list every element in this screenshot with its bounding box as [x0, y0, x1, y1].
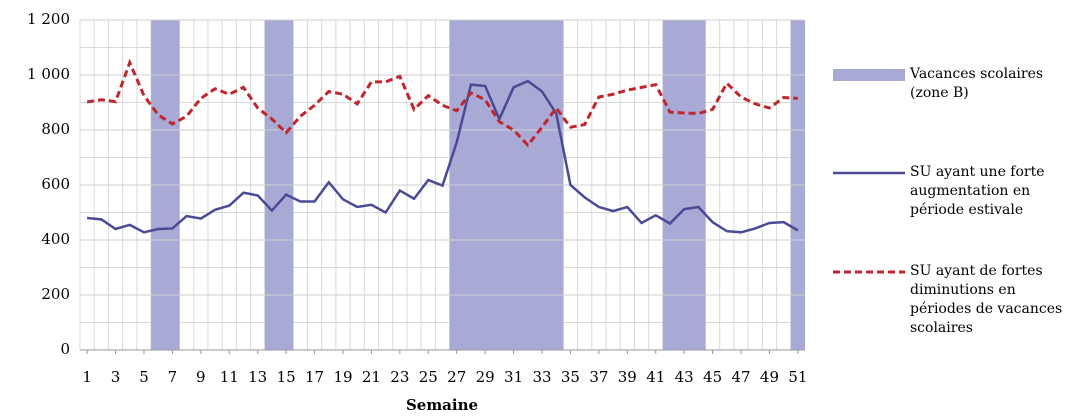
- legend-label: SU ayant de fortes diminutions en périod…: [910, 263, 1063, 336]
- x-tick-label: 17: [305, 368, 324, 386]
- y-tick-label: 1 200: [27, 10, 70, 28]
- x-tick-label: 5: [139, 368, 149, 386]
- y-tick-label: 1 000: [27, 65, 70, 83]
- x-tick-label: 27: [447, 368, 466, 386]
- x-tick-label: 3: [111, 368, 121, 386]
- x-tick-label: 29: [476, 368, 495, 386]
- x-tick-label: 13: [248, 368, 267, 386]
- x-tick-label: 9: [196, 368, 206, 386]
- legend-label: Vacances scolaires (zone B): [910, 66, 1044, 101]
- x-tick-label: 21: [362, 368, 381, 386]
- legend-label: SU ayant une forte augmentation en pério…: [910, 164, 1045, 218]
- x-tick-label: 1: [82, 368, 92, 386]
- x-tick-label: 33: [532, 368, 551, 386]
- x-tick-label: 7: [168, 368, 178, 386]
- x-tick-label: 35: [561, 368, 580, 386]
- x-tick-label: 25: [419, 368, 438, 386]
- x-axis-title: Semaine: [406, 396, 478, 414]
- x-tick-label: 31: [504, 368, 523, 386]
- x-tick-label: 37: [589, 368, 608, 386]
- y-tick-label: 400: [41, 230, 70, 248]
- x-tick-label: 45: [703, 368, 722, 386]
- y-tick-label: 800: [41, 120, 70, 138]
- x-tick-label: 41: [646, 368, 665, 386]
- y-tick-label: 0: [60, 340, 70, 358]
- x-tick-label: 51: [788, 368, 807, 386]
- x-tick-label: 47: [731, 368, 750, 386]
- x-tick-label: 23: [390, 368, 409, 386]
- x-tick-label: 39: [618, 368, 637, 386]
- series-line: [86, 58, 798, 148]
- series-line: [86, 79, 799, 234]
- x-tick-label: 43: [675, 368, 694, 386]
- y-tick-label: 600: [41, 175, 70, 193]
- legend-swatch: [833, 69, 905, 81]
- x-tick-label: 11: [220, 368, 239, 386]
- x-tick-label: 19: [333, 368, 352, 386]
- y-tick-label: 200: [41, 285, 70, 303]
- x-tick-label: 49: [760, 368, 779, 386]
- x-tick-label: 15: [277, 368, 296, 386]
